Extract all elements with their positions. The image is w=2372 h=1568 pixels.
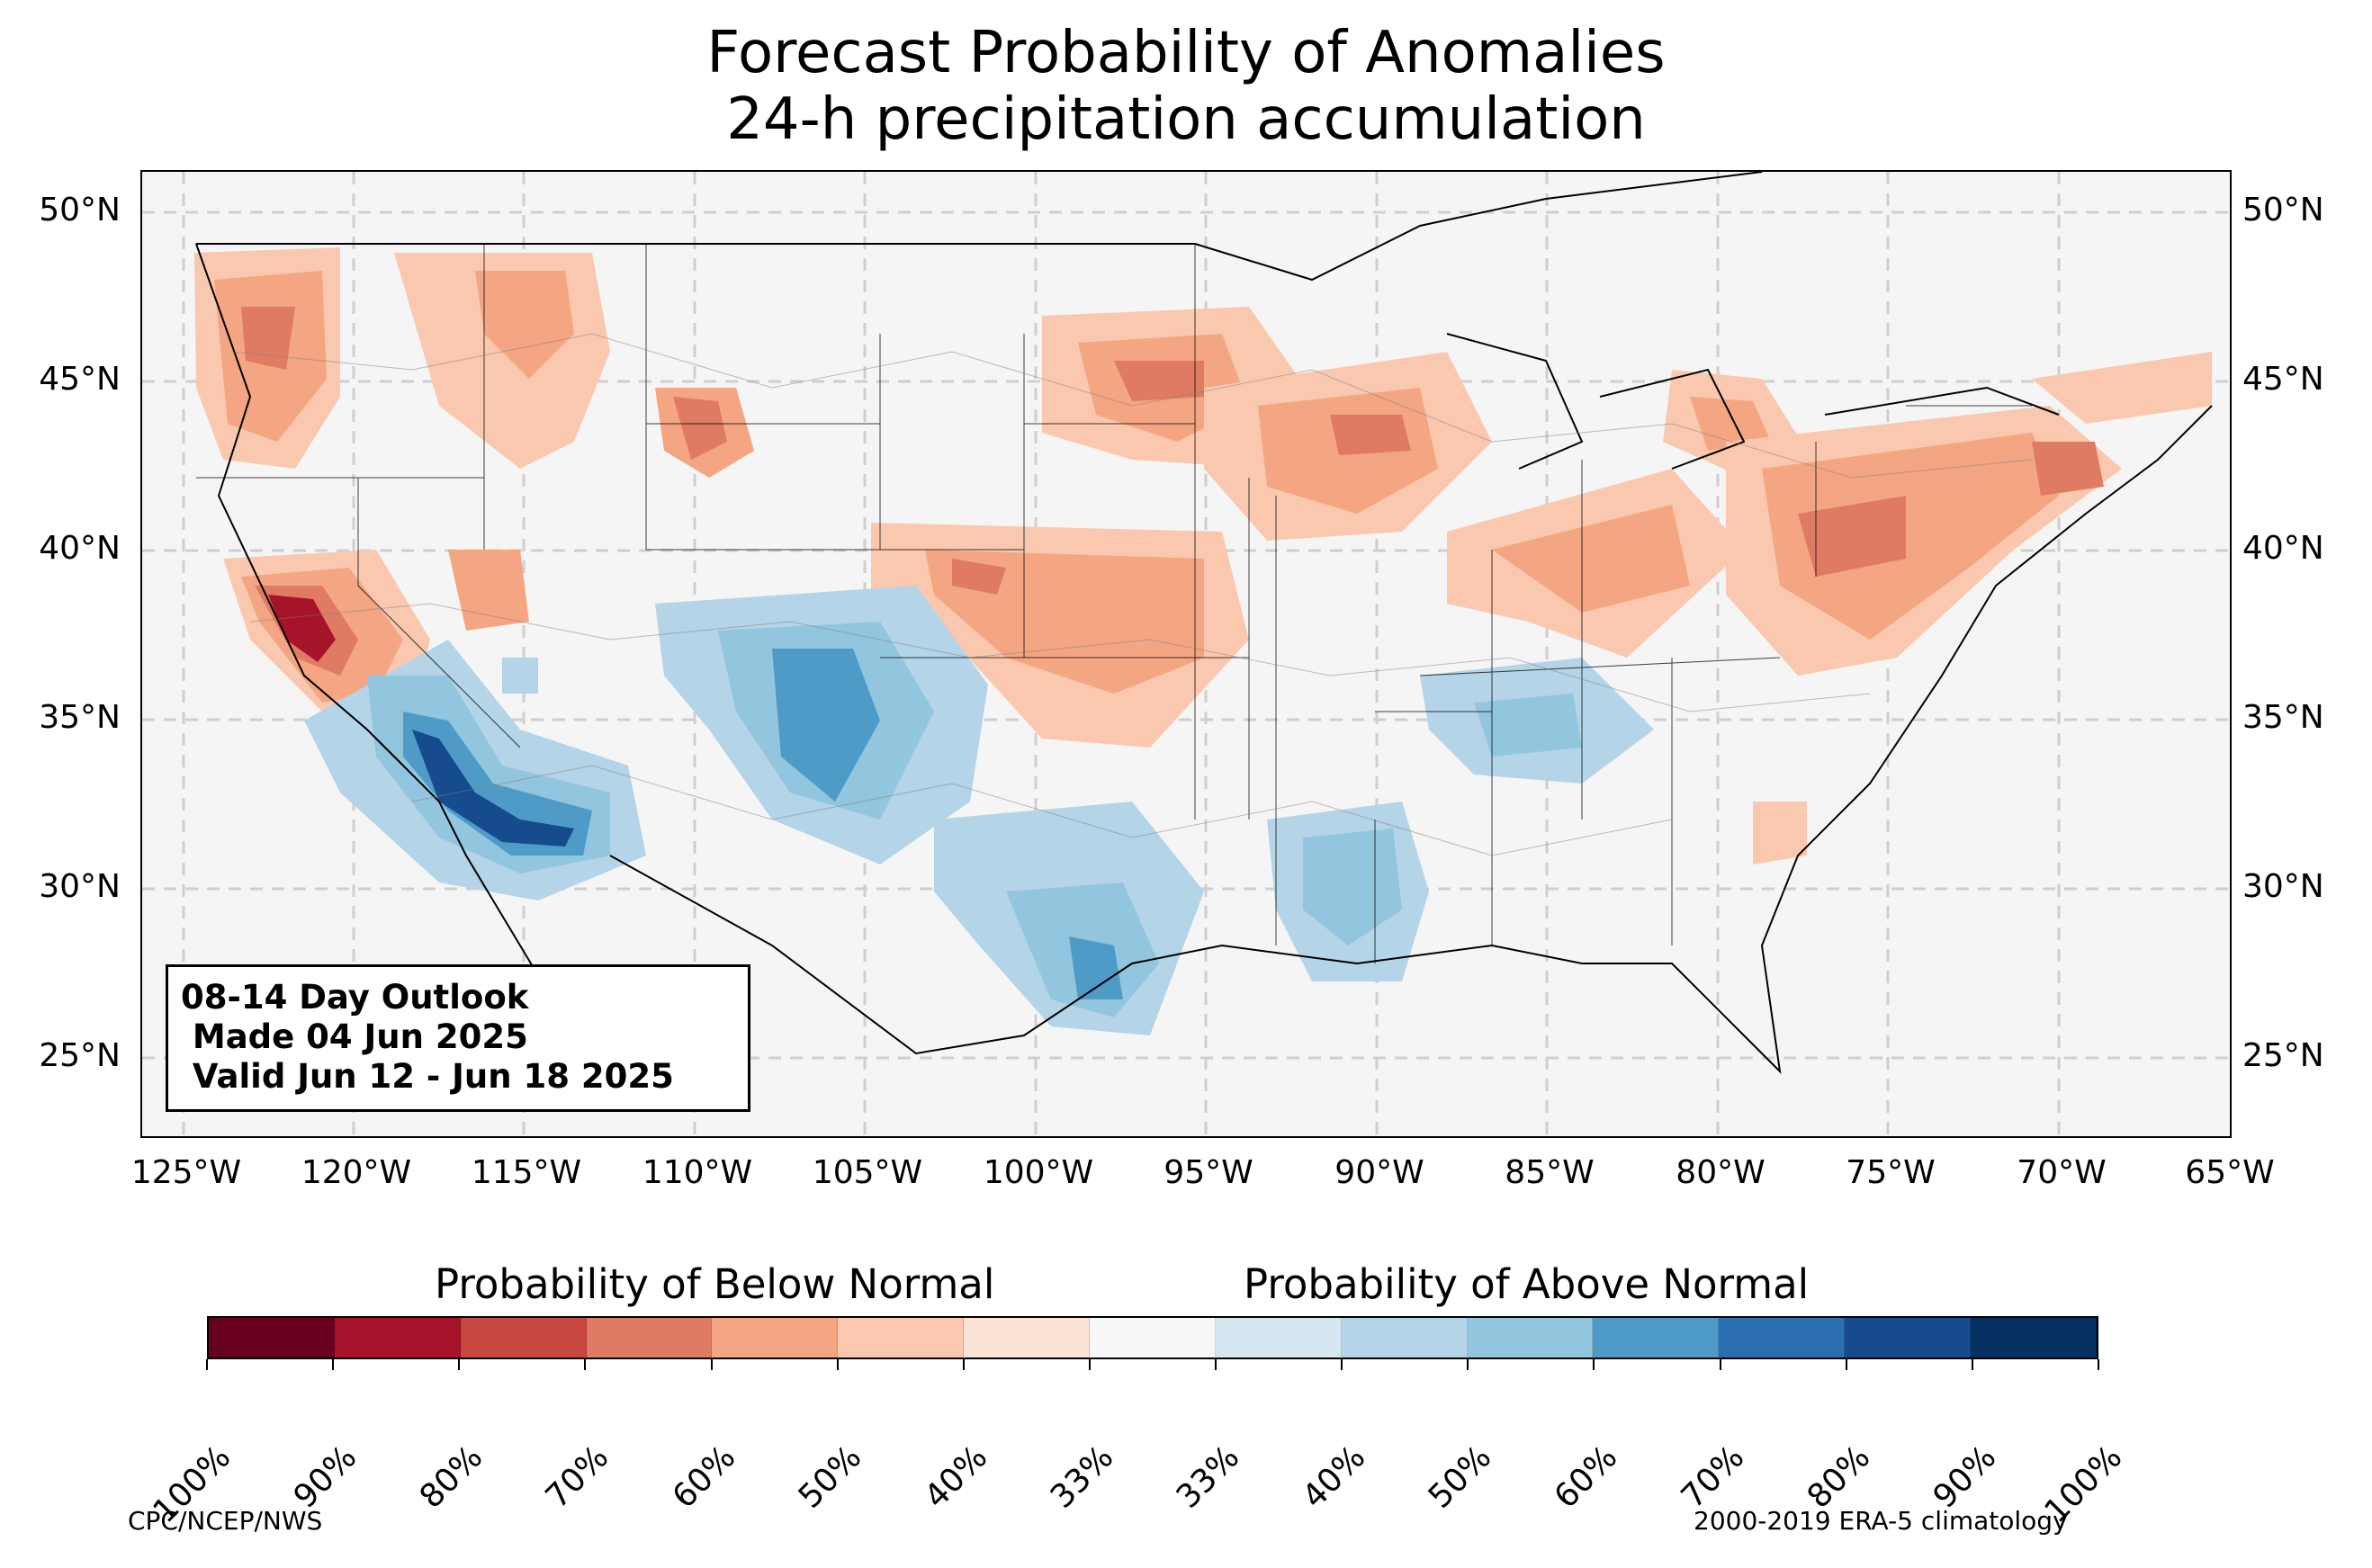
colorbar-tick-6 — [962, 1359, 965, 1370]
colorbar-tick-13 — [1845, 1359, 1847, 1370]
colorbar-cell-6 — [964, 1318, 1091, 1357]
lon-label-125w: 125°W — [130, 1154, 242, 1191]
lat-label-left-30: 30°N — [39, 868, 121, 905]
colorbar-tick-15 — [2098, 1359, 2099, 1370]
lat-label-left-50: 50°N — [39, 192, 121, 228]
colorbar-tick-label-12: 70% — [1674, 1438, 1751, 1516]
lat-label-right-25: 25°N — [2242, 1037, 2324, 1074]
lon-label-105w: 105°W — [812, 1154, 923, 1191]
colorbar-tick-label-11: 60% — [1548, 1438, 1625, 1516]
footer-climatology: 2000-2019 ERA-5 climatology — [1694, 1506, 2068, 1536]
colorbar-cell-13 — [1845, 1318, 1972, 1357]
colorbar-tick-12 — [1719, 1359, 1721, 1370]
probability-colorbar — [207, 1316, 2098, 1359]
lat-label-left-25: 25°N — [39, 1037, 121, 1074]
colorbar-cell-8 — [1215, 1318, 1342, 1357]
lat-label-right-35: 35°N — [2242, 699, 2324, 736]
colorbar-tick-10 — [1467, 1359, 1469, 1370]
lon-label-75w: 75°W — [1846, 1154, 1936, 1191]
lon-label-100w: 100°W — [983, 1154, 1094, 1191]
lon-label-120w: 120°W — [301, 1154, 412, 1191]
county-lines — [231, 333, 2033, 856]
lat-label-right-30: 30°N — [2242, 868, 2324, 905]
colorbar-tick-label-6: 40% — [917, 1438, 995, 1516]
above-normal-regions — [304, 586, 1654, 1035]
outlook-period: 08-14 Day Outlook — [181, 978, 529, 1017]
colorbar-cell-1 — [334, 1318, 461, 1357]
lon-label-70w: 70°W — [2017, 1154, 2107, 1191]
lat-label-left-45: 45°N — [39, 361, 121, 398]
lat-label-left-40: 40°N — [39, 530, 121, 567]
colorbar-tick-label-1: 90% — [286, 1438, 364, 1516]
title-line-1: Forecast Probability of Anomalies — [706, 20, 1666, 86]
colorbar-tick-label-4: 60% — [665, 1438, 742, 1516]
lon-label-80w: 80°W — [1676, 1154, 1766, 1191]
colorbar-cell-3 — [586, 1318, 713, 1357]
colorbar-tick-9 — [1341, 1359, 1343, 1370]
colorbar-tick-label-14: 90% — [1926, 1438, 2004, 1516]
lon-label-65w: 65°W — [2185, 1154, 2275, 1191]
lon-label-115w: 115°W — [471, 1154, 582, 1191]
colorbar-tick-8 — [1215, 1359, 1217, 1370]
map-title: Forecast Probability of Anomalies 24-h p… — [0, 20, 2372, 153]
colorbar-tick-11 — [1593, 1359, 1595, 1370]
colorbar-cell-5 — [838, 1318, 965, 1357]
lon-label-85w: 85°W — [1505, 1154, 1595, 1191]
colorbar-tick-5 — [836, 1359, 839, 1370]
colorbar-tick-14 — [1971, 1359, 1973, 1370]
colorbar-cell-7 — [1090, 1318, 1216, 1357]
colorbar-tick-label-8: 33% — [1169, 1438, 1247, 1516]
colorbar-tick-3 — [584, 1359, 587, 1370]
lon-label-95w: 95°W — [1164, 1154, 1253, 1191]
lon-label-90w: 90°W — [1334, 1154, 1424, 1191]
lat-label-left-35: 35°N — [39, 699, 121, 736]
colorbar-tick-4 — [710, 1359, 713, 1370]
colorbar-cell-10 — [1467, 1318, 1594, 1357]
lat-label-right-50: 50°N — [2242, 192, 2324, 228]
colorbar-cell-9 — [1341, 1318, 1468, 1357]
colorbar-tick-label-7: 33% — [1043, 1438, 1121, 1516]
colorbar-below-title: Probability of Below Normal — [435, 1260, 995, 1308]
colorbar-tick-2 — [458, 1359, 461, 1370]
colorbar-tick-label-10: 50% — [1422, 1438, 1499, 1516]
lat-label-right-40: 40°N — [2242, 530, 2324, 567]
outlook-made-date: Made 04 Jun 2025 — [181, 1017, 528, 1056]
colorbar-tick-label-2: 80% — [412, 1438, 490, 1516]
colorbar-cell-11 — [1593, 1318, 1720, 1357]
title-line-2: 24-h precipitation accumulation — [726, 86, 1646, 153]
outlook-valid-range: Valid Jun 12 - Jun 18 2025 — [181, 1057, 674, 1096]
colorbar-tick-label-9: 40% — [1295, 1438, 1373, 1516]
precip-anomaly-map — [142, 172, 2230, 1136]
colorbar-above-title: Probability of Above Normal — [1244, 1260, 1810, 1308]
colorbar-cell-2 — [460, 1318, 587, 1357]
colorbar-cell-12 — [1719, 1318, 1846, 1357]
colorbar-tick-label-13: 80% — [1800, 1438, 1878, 1516]
map-outlines — [195, 172, 2213, 1074]
state-lines — [196, 244, 2032, 963]
colorbar-tick-1 — [332, 1359, 335, 1370]
colorbar-tick-label-3: 70% — [539, 1438, 616, 1516]
lon-label-110w: 110°W — [642, 1154, 753, 1191]
colorbar-cell-14 — [1971, 1318, 2097, 1357]
colorbar-tick-0 — [206, 1359, 208, 1370]
colorbar-cell-4 — [712, 1318, 839, 1357]
footer-source: CPC/NCEP/NWS — [128, 1506, 323, 1536]
colorbar-tick-7 — [1088, 1359, 1091, 1370]
colorbar-tick-label-5: 50% — [791, 1438, 868, 1516]
colorbar-cell-0 — [209, 1318, 335, 1357]
outlook-info-box: 08-14 Day Outlook Made 04 Jun 2025 Valid… — [166, 964, 750, 1112]
lat-label-right-45: 45°N — [2242, 361, 2324, 398]
